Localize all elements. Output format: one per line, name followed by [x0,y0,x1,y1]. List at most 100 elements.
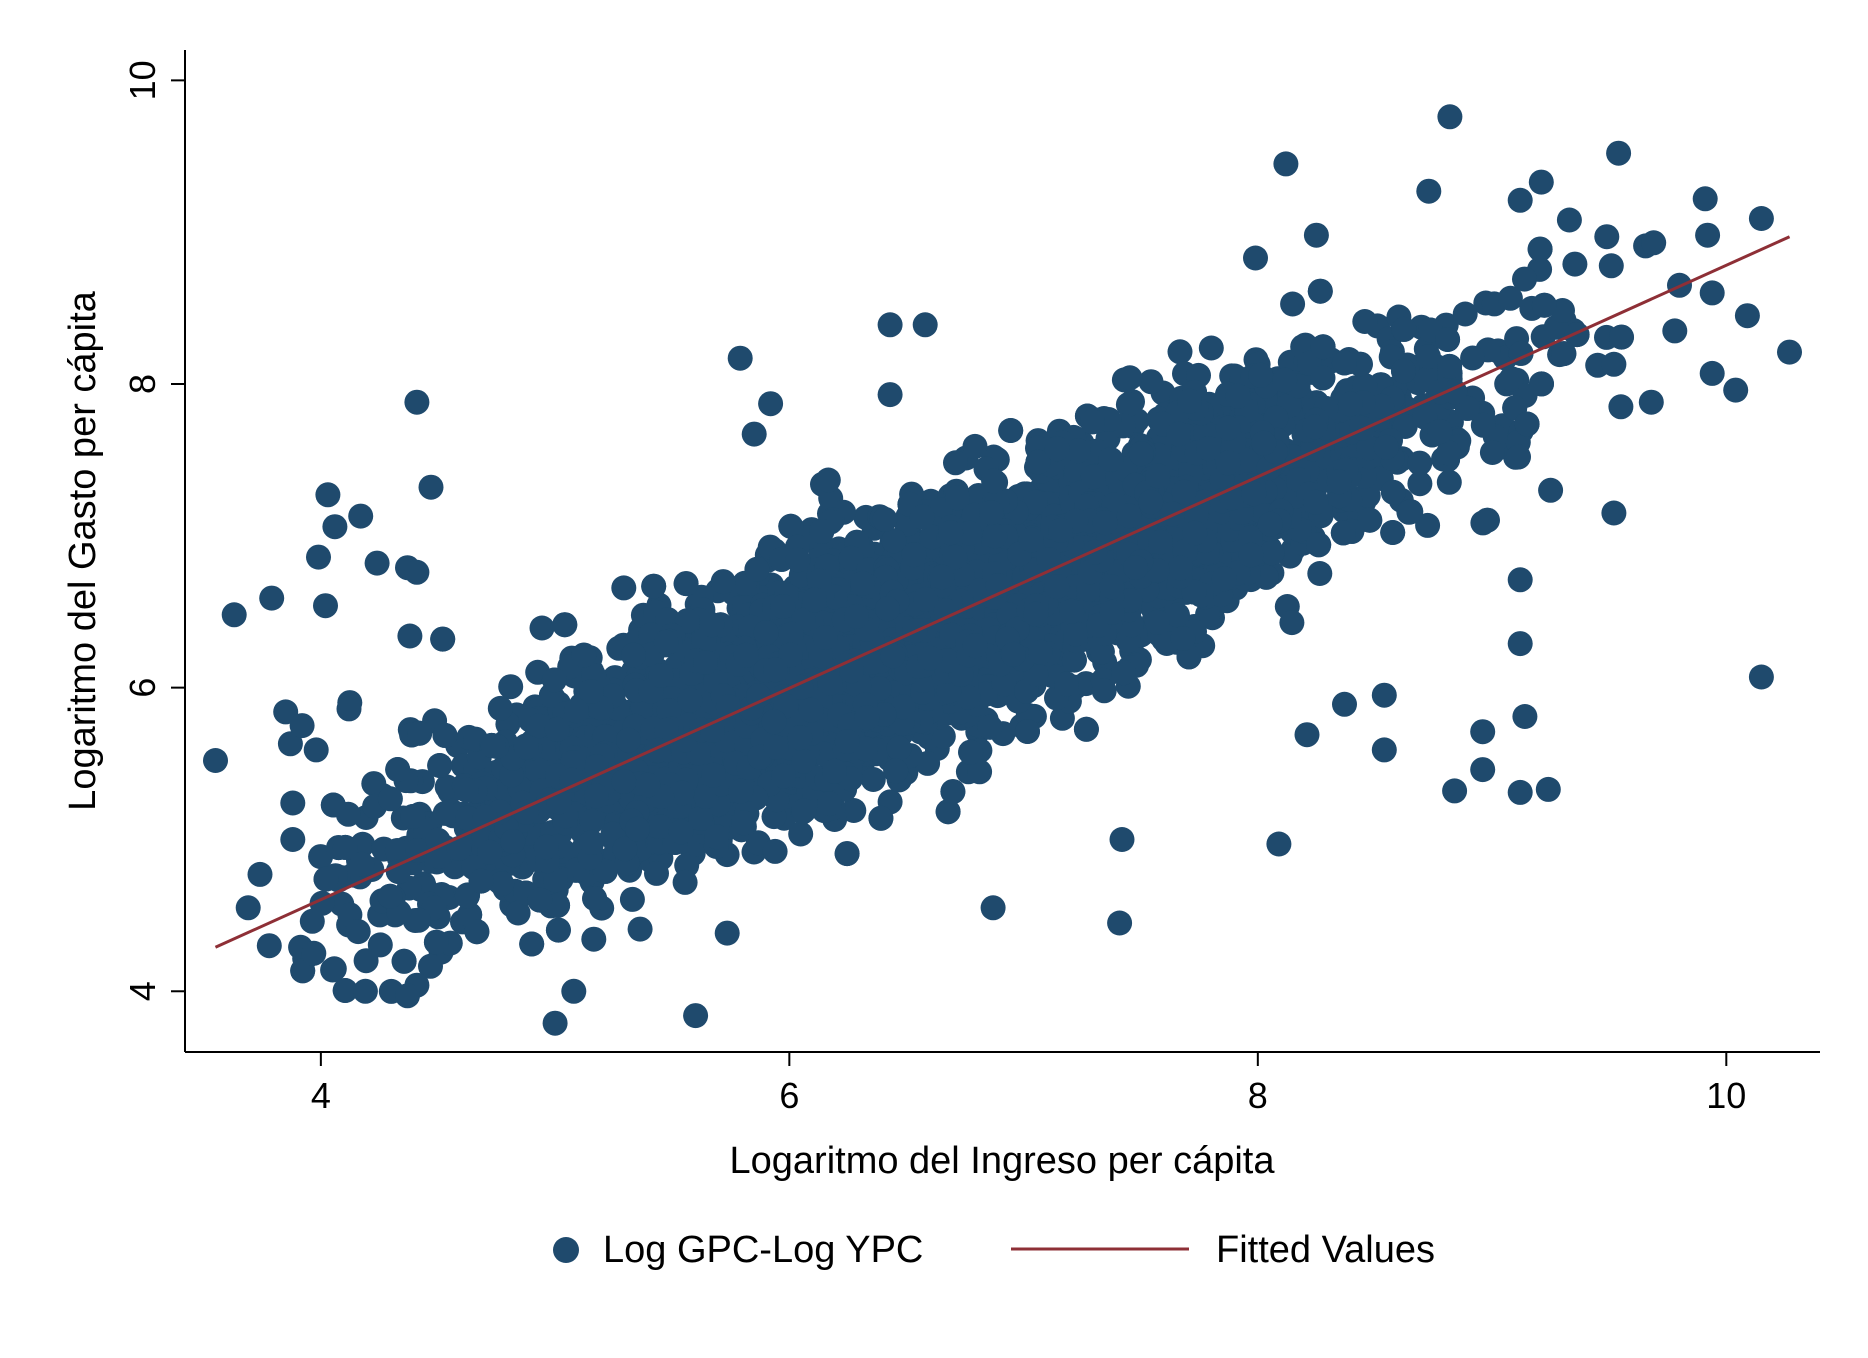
scatter-point [1168,555,1193,581]
scatter-point [1435,327,1461,352]
scatter-point [883,758,909,784]
scatter-point [513,734,539,760]
scatter-point [962,433,988,459]
scatter-point [1380,479,1406,505]
scatter-point [699,612,725,638]
scatter-point [1415,512,1441,538]
scatter-point [1357,507,1383,533]
scatter-point [545,917,571,943]
scatter-point [384,838,410,864]
scatter-points-layer [203,104,1802,1036]
scatter-point [1512,266,1537,292]
scatter-point [514,799,540,825]
scatter-point [487,695,513,721]
plot-area [203,104,1802,1036]
scatter-point [423,929,449,955]
scatter-point [1407,471,1433,497]
scatter-point [1391,358,1416,384]
scatter-point [468,868,494,894]
scatter-point [958,739,984,765]
scatter-point [533,834,559,860]
scatter-point [1436,469,1462,495]
scatter-point [407,720,433,746]
scatter-point [791,798,817,824]
scatter-point [788,821,814,847]
scatter-point [1280,291,1306,317]
scatter-point [385,859,411,884]
scatter-point [1306,532,1332,558]
scatter-point [1562,251,1588,277]
scatter-point [480,733,506,759]
scatter-point [489,871,515,897]
scatter-point [1166,421,1192,447]
scatter-point [991,671,1017,697]
scatter-point [710,569,736,595]
scatter-point [1497,285,1523,311]
scatter-point [1310,334,1336,360]
scatter-point [377,786,403,812]
scatter-point [1170,626,1196,651]
scatter-point [677,687,703,713]
scatter-point [967,759,993,785]
scatter-point [1089,639,1115,665]
scatter-point [611,575,637,601]
scatter-point [349,851,375,877]
scatter-point [299,908,325,934]
scatter-point [1080,464,1106,490]
scatter-point [1609,324,1634,350]
scatter-point [385,757,411,782]
scatter-point [930,723,956,749]
scatter-point [1436,440,1462,466]
scatter-point [957,520,983,546]
scatter-point [866,676,892,701]
scatter-point [770,594,796,619]
scatter-point [320,792,346,818]
scatter-point [1015,719,1040,744]
scatter-point [1527,236,1553,262]
scatter-point [1474,507,1500,533]
scatter-point [872,506,898,532]
scatter-point [541,667,567,693]
scatter-point [391,948,417,974]
scatter-point [1063,621,1089,647]
scatter-point [1225,383,1251,409]
scatter-point [418,953,443,979]
scatter-point [529,615,555,641]
scatter-point [669,780,695,806]
scatter-point [1498,366,1524,392]
scatter-point [627,916,653,942]
scatter-point [844,603,869,629]
scatter-point [1091,678,1117,704]
scatter-point [744,556,770,582]
scatter-point [1470,412,1496,438]
scatter-point [1259,540,1285,566]
scatter-point [1307,561,1333,586]
scatter-point [1279,610,1305,636]
scatter-point [579,829,605,855]
scatter-point [1479,440,1505,465]
scatter-point [1111,660,1136,686]
scatter-point [1115,392,1141,418]
scatter-point [464,919,490,945]
scatter-point [432,722,458,748]
scatter-point [919,524,945,550]
scatter-point [1505,444,1531,470]
scatter-point [1529,371,1554,397]
scatter-point [841,798,867,823]
scatter-point [525,757,550,783]
scatter-point [406,907,431,933]
scatter-point [1427,419,1453,445]
scatter-point [405,838,431,863]
scatter-point [1165,602,1190,628]
scatter-point [886,735,912,761]
scatter-point [762,838,788,864]
scatter-point [688,805,714,831]
scatter-point [1234,447,1260,473]
scatter-point [1452,301,1478,327]
scatter-point [519,931,545,957]
scatter-point [571,642,597,668]
scatter-point [977,714,1003,740]
scatter-point [648,814,673,840]
scatter-point [881,528,907,554]
